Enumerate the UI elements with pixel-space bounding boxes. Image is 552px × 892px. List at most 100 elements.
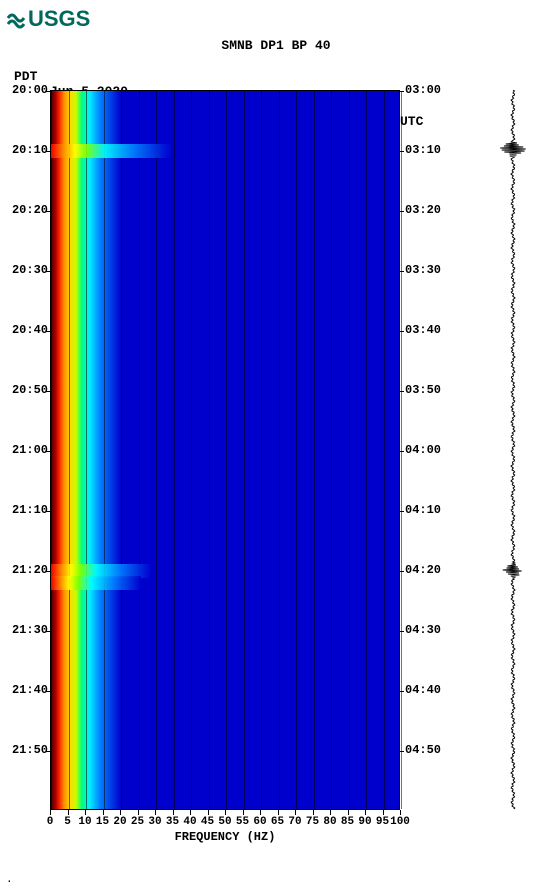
x-tick xyxy=(365,810,366,815)
tz-left-label: PDT xyxy=(14,69,37,84)
gridline xyxy=(51,91,52,809)
gridline xyxy=(226,91,227,809)
x-tick-label: 30 xyxy=(148,816,161,828)
tz-right-label: UTC xyxy=(400,114,423,129)
gridline xyxy=(209,91,210,809)
y-tick-label-right: 04:20 xyxy=(405,563,441,577)
x-tick xyxy=(260,810,261,815)
x-tick-label: 20 xyxy=(113,816,126,828)
x-tick xyxy=(68,810,69,815)
y-tick-right xyxy=(399,451,404,452)
x-tick-label: 15 xyxy=(96,816,109,828)
footer-mark: . xyxy=(6,874,13,886)
x-axis-label: FREQUENCY (HZ) xyxy=(50,830,400,844)
x-tick xyxy=(313,810,314,815)
gridline xyxy=(384,91,385,809)
usgs-logo-text: USGS xyxy=(28,6,90,31)
gridline xyxy=(139,91,140,809)
x-tick-label: 35 xyxy=(166,816,179,828)
y-tick-label-left: 20:40 xyxy=(12,323,48,337)
gridline xyxy=(331,91,332,809)
x-tick-label: 40 xyxy=(183,816,196,828)
x-tick-label: 45 xyxy=(201,816,214,828)
y-tick-label-left: 20:00 xyxy=(12,83,48,97)
y-tick-label-left: 20:10 xyxy=(12,143,48,157)
y-tick-label-left: 21:20 xyxy=(12,563,48,577)
x-tick-label: 70 xyxy=(288,816,301,828)
gridline xyxy=(244,91,245,809)
x-tick-label: 50 xyxy=(218,816,231,828)
x-tick xyxy=(383,810,384,815)
x-tick-label: 0 xyxy=(47,816,54,828)
x-tick xyxy=(173,810,174,815)
x-tick xyxy=(243,810,244,815)
x-tick xyxy=(103,810,104,815)
x-tick xyxy=(330,810,331,815)
y-tick-right xyxy=(399,391,404,392)
gridline xyxy=(156,91,157,809)
y-tick-right xyxy=(399,91,404,92)
x-tick-label: 90 xyxy=(358,816,371,828)
gridline xyxy=(401,91,402,809)
spectrogram-plot xyxy=(50,90,400,810)
y-tick-label-right: 04:40 xyxy=(405,683,441,697)
y-tick-label-left: 20:50 xyxy=(12,383,48,397)
gridline xyxy=(69,91,70,809)
x-tick-label: 100 xyxy=(390,816,410,828)
y-tick-right xyxy=(399,631,404,632)
y-tick-right xyxy=(399,691,404,692)
gridline xyxy=(261,91,262,809)
y-tick-right xyxy=(399,511,404,512)
gridline xyxy=(104,91,105,809)
gridline xyxy=(174,91,175,809)
x-tick xyxy=(120,810,121,815)
y-tick-label-right: 04:50 xyxy=(405,743,441,757)
x-tick xyxy=(50,810,51,815)
y-tick-right xyxy=(399,571,404,572)
y-tick-label-right: 03:10 xyxy=(405,143,441,157)
y-tick-label-right: 04:30 xyxy=(405,623,441,637)
seismogram-trace xyxy=(490,90,536,810)
y-tick-right xyxy=(399,751,404,752)
x-tick-label: 85 xyxy=(341,816,354,828)
chart-title: SMNB DP1 BP 40 xyxy=(0,38,552,53)
x-tick xyxy=(155,810,156,815)
y-tick-label-right: 03:40 xyxy=(405,323,441,337)
x-tick-label: 75 xyxy=(306,816,319,828)
y-tick-label-left: 21:50 xyxy=(12,743,48,757)
x-tick-label: 55 xyxy=(236,816,249,828)
y-tick-label-right: 04:00 xyxy=(405,443,441,457)
y-tick-label-left: 21:10 xyxy=(12,503,48,517)
seismogram-path xyxy=(500,90,526,809)
y-tick-label-right: 03:50 xyxy=(405,383,441,397)
x-tick xyxy=(278,810,279,815)
y-tick-right xyxy=(399,271,404,272)
gridline xyxy=(86,91,87,809)
gridline xyxy=(279,91,280,809)
gridline xyxy=(349,91,350,809)
y-tick-label-right: 03:30 xyxy=(405,263,441,277)
y-tick-label-right: 04:10 xyxy=(405,503,441,517)
gridline xyxy=(121,91,122,809)
x-tick xyxy=(138,810,139,815)
y-tick-label-left: 21:30 xyxy=(12,623,48,637)
x-tick-label: 80 xyxy=(323,816,336,828)
x-tick xyxy=(400,810,401,815)
spectrogram-event xyxy=(51,144,171,158)
x-tick-label: 10 xyxy=(78,816,91,828)
y-tick-label-left: 20:20 xyxy=(12,203,48,217)
x-tick-label: 65 xyxy=(271,816,284,828)
x-tick xyxy=(190,810,191,815)
gridline xyxy=(191,91,192,809)
usgs-logo: USGS xyxy=(6,4,102,37)
y-tick-label-right: 03:00 xyxy=(405,83,441,97)
spectrogram-event xyxy=(51,576,141,590)
gridline xyxy=(314,91,315,809)
gridline xyxy=(366,91,367,809)
x-tick-label: 60 xyxy=(253,816,266,828)
y-tick-right xyxy=(399,211,404,212)
y-tick-label-left: 21:00 xyxy=(12,443,48,457)
x-tick-label: 25 xyxy=(131,816,144,828)
y-tick-right xyxy=(399,151,404,152)
x-tick xyxy=(208,810,209,815)
